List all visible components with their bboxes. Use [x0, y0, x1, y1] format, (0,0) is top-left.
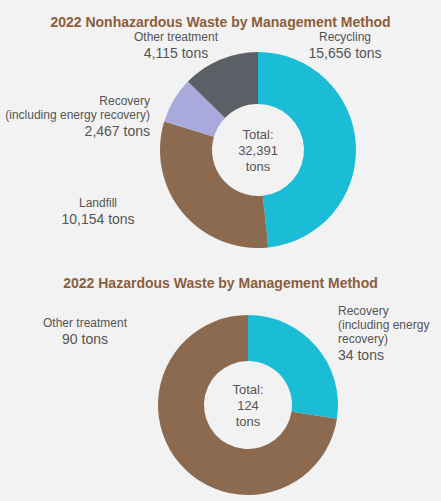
svg-text:recovery): recovery) [338, 332, 388, 346]
svg-text:15,656 tons: 15,656 tons [308, 45, 381, 61]
svg-text:tons: tons [246, 159, 271, 174]
svg-text:Recovery: Recovery [338, 304, 389, 318]
svg-text:Recovery: Recovery [99, 94, 150, 108]
svg-text:Total:: Total: [242, 127, 273, 142]
svg-text:124: 124 [237, 398, 259, 413]
svg-text:(including energy: (including energy [338, 318, 429, 332]
svg-text:Other treatment: Other treatment [43, 316, 128, 330]
svg-text:Total:: Total: [232, 382, 263, 397]
svg-text:Other treatment: Other treatment [134, 30, 219, 44]
svg-text:Landfill: Landfill [79, 196, 117, 210]
svg-text:32,391: 32,391 [238, 143, 278, 158]
svg-text:(including energy recovery): (including energy recovery) [5, 108, 150, 122]
svg-text:Recycling: Recycling [319, 30, 371, 44]
svg-text:2022 Nonhazardous Waste by Man: 2022 Nonhazardous Waste by Management Me… [50, 14, 390, 30]
svg-text:tons: tons [236, 414, 261, 429]
svg-text:2,467 tons: 2,467 tons [85, 123, 150, 139]
svg-text:4,115 tons: 4,115 tons [144, 45, 208, 61]
svg-text:10,154 tons: 10,154 tons [61, 211, 134, 227]
svg-text:2022 Hazardous Waste by Manage: 2022 Hazardous Waste by Management Metho… [63, 275, 378, 291]
svg-text:34 tons: 34 tons [338, 347, 384, 363]
svg-text:90 tons: 90 tons [62, 331, 108, 347]
